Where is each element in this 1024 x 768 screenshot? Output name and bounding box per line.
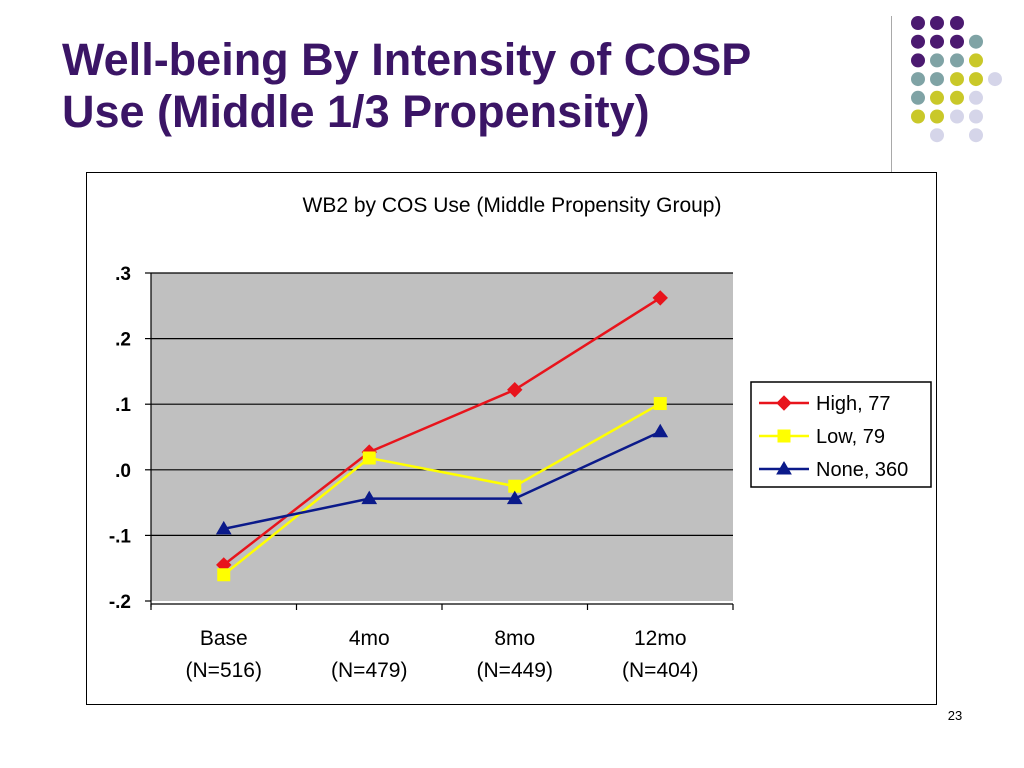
series-high [216,290,668,573]
vertical-divider [891,16,892,172]
y-tick-label: -.2 [109,592,131,613]
decorative-dot [969,109,983,124]
decorative-dot [950,16,964,30]
slide-title: Well-being By Intensity of COSP Use (Mid… [62,34,862,138]
data-point [507,382,523,398]
decorative-dot [969,34,983,49]
decorative-dot [930,128,944,143]
legend: High, 77 Low, 79 None, 360 [750,381,932,488]
decorative-dot [911,34,925,49]
decorative-dot [911,90,925,105]
x-tick-label: Base [200,627,248,650]
x-tick-label: 12mo [634,627,687,650]
x-tick-label: (N=449) [477,659,553,682]
decorative-dot [911,72,925,87]
decorative-dot [950,72,964,87]
data-point [508,479,522,493]
decorative-dot [969,128,983,143]
legend-label: High, 77 [816,393,891,415]
decorative-dot [930,72,944,87]
data-point [217,568,231,582]
data-point [652,290,668,306]
x-tick-label: (N=516) [186,659,262,682]
series-line [223,430,661,531]
decorative-dot [911,53,925,68]
decorative-dot [969,53,983,68]
plot-area [151,273,733,601]
legend-item: None, 360 [759,459,908,481]
decorative-dot [911,109,925,124]
series-none [215,423,669,535]
slide-title-line-1: Well-being By Intensity of COSP [62,34,752,85]
decorative-dot [911,16,925,30]
x-tick-label: 4mo [349,627,390,650]
data-point [361,490,378,505]
data-point [652,423,669,438]
decorative-dot [930,109,944,124]
decorative-dot [950,34,964,49]
y-tick-label: .2 [115,330,131,351]
legend-item: Low, 79 [759,426,885,448]
legend-label: None, 360 [816,459,908,481]
decorative-dot [930,53,944,68]
x-tick-label: (N=479) [331,659,407,682]
decorative-dot [930,34,944,49]
page-number: 23 [947,708,963,723]
decorative-dot [969,90,983,105]
decorative-dot [930,16,944,30]
data-point [215,520,232,535]
legend-label: Low, 79 [816,426,885,448]
data-point [506,490,523,505]
data-point [776,461,792,475]
decorative-dot [950,90,964,105]
data-point [777,429,791,443]
chart-title: WB2 by COS Use (Middle Propensity Group) [302,194,722,217]
data-point [362,451,376,465]
y-tick-label: .0 [115,461,131,482]
y-tick-label: .3 [115,264,131,285]
data-point [776,395,792,411]
decorative-dot [988,72,1002,87]
decorative-dot [969,72,983,87]
decorative-dot-grid [911,16,1002,143]
legend-item: High, 77 [759,393,891,415]
slide-title-line-2: Use (Middle 1/3 Propensity) [62,86,650,137]
series-low [217,397,667,582]
decorative-dot [950,53,964,68]
decorative-dot [930,90,944,105]
x-tick-label: (N=404) [622,659,698,682]
data-point [653,397,667,411]
y-tick-label: -.1 [109,526,132,547]
series-line [222,296,661,566]
y-tick-label: .1 [115,395,131,416]
x-tick-label: 8mo [494,627,535,650]
series-line [222,402,661,576]
decorative-dot [950,109,964,124]
